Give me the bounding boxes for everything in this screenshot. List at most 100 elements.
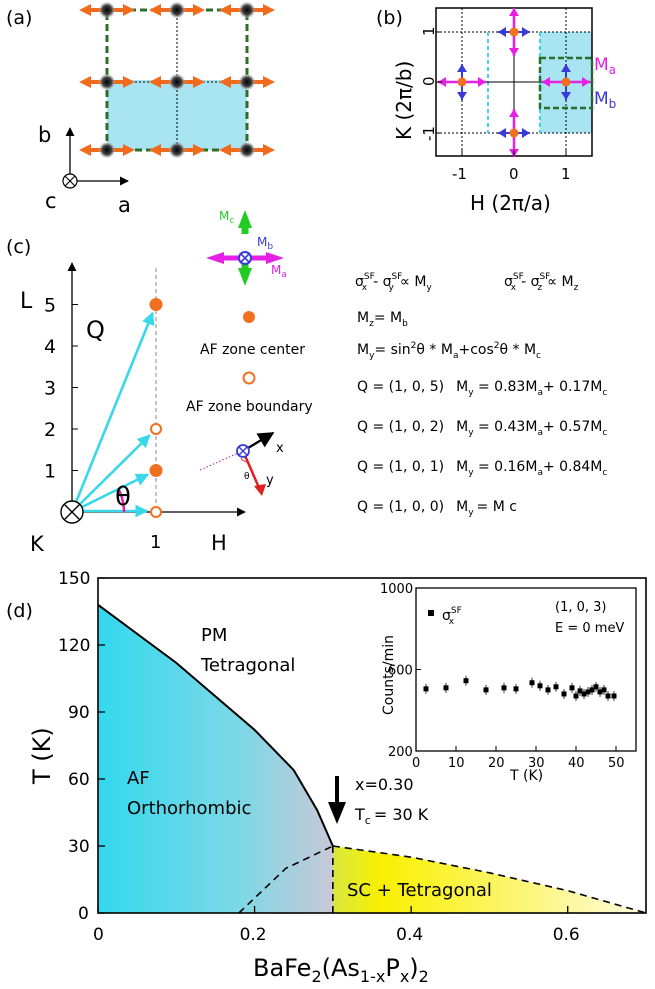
l-tick-label: 2 <box>44 419 56 441</box>
inset-ylabel: Counts/min <box>381 635 397 715</box>
sc-label: SC + Tetragonal <box>347 880 492 901</box>
pm-label-2: Tetragonal <box>200 655 295 676</box>
moment-arrow-icon <box>219 142 275 158</box>
inset-axis-ticks: 0 10 20 30 40 50 1000 600 200 <box>380 582 625 771</box>
k-axis-label: K <box>30 532 45 556</box>
eq-my: My= sin2θ * Ma+cos2θ * Mc <box>357 341 541 361</box>
d-xtick-label: 0.2 <box>240 925 267 945</box>
eq-sf-1: σSF x - σSF y ∝ My <box>355 272 432 293</box>
inset-point <box>581 688 587 699</box>
l-tick-label: 4 <box>44 336 56 358</box>
inset-legend: σSF x <box>442 606 462 627</box>
l-axis-ticks: 5 4 3 2 1 <box>44 295 78 483</box>
zone-boundary-point <box>150 506 162 518</box>
b-xtick-0: 0 <box>509 165 519 183</box>
y-axis-small: y <box>266 473 274 488</box>
tc-annotation: Tc = 30 K <box>354 805 429 827</box>
af-region <box>98 604 333 913</box>
mc-label: Mc <box>219 209 234 226</box>
fe-atom-icon <box>169 2 185 18</box>
zone-center-point <box>149 298 163 311</box>
d-xtick-label: 0 <box>93 925 104 945</box>
d-xtick-label: 0.6 <box>553 925 580 945</box>
legend-center-label: AF zone center <box>200 342 305 358</box>
fe-atom-icon <box>239 2 255 18</box>
eq-mz: Mz= Mb <box>357 310 408 329</box>
inset-xtick-label: 10 <box>448 756 465 771</box>
zone-center-point <box>149 464 163 477</box>
inset-point <box>593 681 599 692</box>
theta-label: θ <box>115 482 131 512</box>
q-vector-arrow <box>71 473 150 514</box>
axis-a-label: a <box>118 193 131 217</box>
moment-axes-icon <box>206 210 284 286</box>
d-ytick-label: 120 <box>58 636 90 656</box>
inset-point <box>501 682 507 693</box>
inset-xtick-label: 40 <box>568 756 585 771</box>
fe-atom-icon <box>239 142 255 158</box>
inset-point <box>537 680 543 691</box>
b-mb-label: Mb <box>594 89 616 111</box>
inset-e-label: E = 0 meV <box>555 621 624 636</box>
d-ylabel: T (K) <box>28 727 56 785</box>
tc-arrow-icon <box>328 776 346 824</box>
d-ytick-label: 90 <box>68 703 90 723</box>
theta-small: θ <box>244 472 250 482</box>
inset-q-label: (1, 0, 3) <box>555 600 607 615</box>
moment-arrow-icon <box>79 74 135 90</box>
b-ytick-0: 0 <box>420 76 438 86</box>
inset-xtick-label: 50 <box>608 756 625 771</box>
legend-boundary-label: AF zone boundary <box>186 399 313 415</box>
inset-xlabel: T (K) <box>509 768 543 784</box>
inset-point <box>443 682 449 693</box>
inset-legend-marker <box>428 610 434 616</box>
axis-b-label: b <box>38 123 51 147</box>
sc-boundary-right <box>332 845 647 914</box>
h-axis-label: H <box>211 531 227 555</box>
atom-array <box>79 2 275 158</box>
b-zone-point <box>561 77 571 87</box>
fe-atom-icon <box>99 142 115 158</box>
panel-c-label: (c) <box>6 236 31 258</box>
inset-point <box>423 683 429 694</box>
formula-block: σSF x - σSF y ∝ My σSF x - σSF z ∝ Mz Mz= Mb My=… <box>355 272 607 518</box>
moment-arrow-icon <box>79 142 135 158</box>
inset-point <box>561 688 567 699</box>
eq-q5: Q = (1, 0, 5) My = 0.83Ma+ 0.17Mc <box>357 379 607 398</box>
ma-label: Ma <box>271 263 287 280</box>
b-ytick-1: 1 <box>420 26 438 36</box>
panel-d: (d) 0 0.2 0.4 0.6 150 120 90 60 30 0 T (K) BaFe2(… <box>6 569 647 986</box>
l-tick-label: 3 <box>44 378 56 400</box>
inset-xtick-label: 20 <box>488 756 505 771</box>
fe-atom-icon <box>99 2 115 18</box>
legend-boundary-marker <box>242 371 256 385</box>
af-boundary-line <box>97 603 334 847</box>
b-zone-point <box>509 27 519 37</box>
af-label-2: Orthorhombic <box>127 798 251 819</box>
xy-frame-icon <box>199 432 275 496</box>
panel-b-label: (b) <box>376 7 403 29</box>
b-green-cell <box>538 56 594 110</box>
panel-d-label: (d) <box>6 600 33 622</box>
inset-ytick-label: 200 <box>388 745 413 760</box>
inset-point <box>463 675 469 686</box>
q-vector-label: Q <box>86 316 105 344</box>
x-axis-small: x <box>276 441 284 456</box>
axis-c-label: c <box>45 189 57 213</box>
q-vectors <box>70 298 163 518</box>
inset-point <box>601 684 607 695</box>
b-ylabel: K (2π/b) <box>392 61 416 140</box>
b-zone-point <box>457 77 467 87</box>
q-vector-arrow <box>70 311 155 513</box>
inset-data-points <box>423 675 617 701</box>
inset-point <box>589 684 595 695</box>
inset-point <box>573 690 579 701</box>
inset-ytick-label: 1000 <box>380 582 413 597</box>
d-frame <box>97 577 647 914</box>
inset-point <box>483 684 489 695</box>
inset-point <box>513 683 519 694</box>
b-xtick-1: 1 <box>561 165 571 183</box>
d-xlabel: BaFe2(As1-xPx)2 <box>253 954 429 986</box>
panel-b: (b) -1 0 1 1 0 -1 H (2π/a) K (2π/b) Ma M… <box>376 7 616 215</box>
